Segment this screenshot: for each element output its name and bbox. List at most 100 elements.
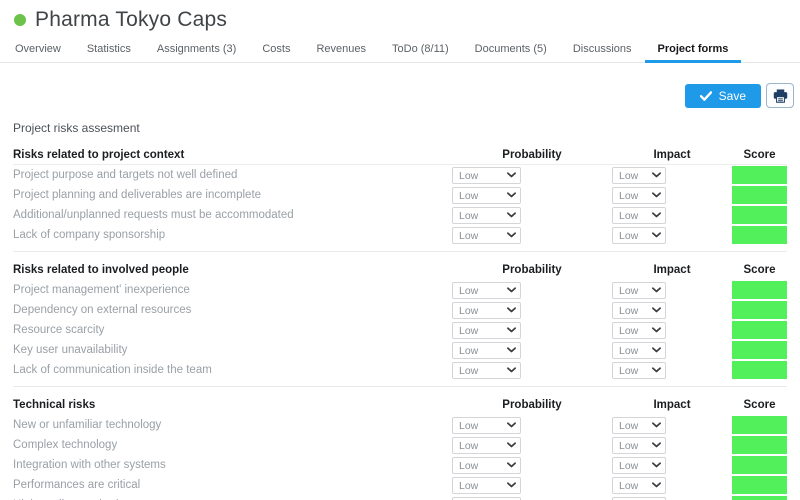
- risk-row: Project planning and deliverables are in…: [13, 185, 787, 205]
- score-bar: [732, 341, 787, 359]
- probability-select[interactable]: Low: [452, 437, 521, 455]
- risk-label: Project purpose and targets not well def…: [13, 169, 238, 181]
- score-bar: [732, 226, 787, 244]
- risk-row: Lack of company sponsorship Low Low: [13, 225, 787, 245]
- impact-select[interactable]: Low: [612, 362, 666, 380]
- column-header-impact: Impact: [653, 264, 691, 276]
- risk-sections: Risks related to project context Probabi…: [13, 145, 787, 500]
- column-header-score: Score: [743, 399, 776, 411]
- impact-select[interactable]: Low: [612, 417, 666, 435]
- column-header-score: Score: [743, 264, 776, 276]
- risk-row: Key user unavailability Low Low: [13, 340, 787, 360]
- column-header-score: Score: [743, 148, 776, 161]
- score-bar: [732, 416, 787, 434]
- risk-row: Additional/unplanned requests must be ac…: [13, 205, 787, 225]
- score-bar: [732, 436, 787, 454]
- save-button[interactable]: Save: [684, 83, 761, 108]
- toolbar: Save: [0, 63, 800, 108]
- score-bar: [732, 321, 787, 339]
- tab-project-forms[interactable]: Project forms: [644, 37, 742, 63]
- impact-select[interactable]: Low: [612, 322, 666, 340]
- probability-select[interactable]: Low: [452, 497, 521, 500]
- tab-statistics[interactable]: Statistics: [86, 43, 131, 55]
- risk-label: Project management' inexperience: [13, 284, 190, 296]
- tab-bar: Overview Statistics Assignments (3) Cost…: [0, 37, 800, 63]
- risk-row: New or unfamiliar technology Low Low: [13, 415, 787, 435]
- tab-revenues[interactable]: Revenues: [316, 43, 367, 55]
- impact-select[interactable]: Low: [612, 437, 666, 455]
- probability-select[interactable]: Low: [452, 207, 521, 225]
- risk-label: Performances are critical: [13, 479, 141, 491]
- save-button-label: Save: [718, 88, 746, 103]
- impact-select[interactable]: Low: [612, 282, 666, 300]
- risk-section: Risks related to project context Probabi…: [13, 145, 787, 245]
- score-bar: [732, 361, 787, 379]
- probability-select[interactable]: Low: [452, 187, 521, 205]
- risk-label: Resource scarcity: [13, 324, 105, 336]
- section-header-row: Risks related to involved people Probabi…: [13, 260, 787, 280]
- column-header-impact: Impact: [653, 148, 691, 161]
- section-title: Risks related to project context: [13, 148, 185, 161]
- section-title: Technical risks: [13, 399, 96, 411]
- impact-select[interactable]: Low: [612, 457, 666, 475]
- risk-label: Dependency on external resources: [13, 304, 192, 316]
- tab-documents-5[interactable]: Documents (5): [474, 43, 547, 55]
- impact-select[interactable]: Low: [612, 207, 666, 225]
- print-button[interactable]: [766, 83, 794, 108]
- tab-todo-8-11[interactable]: ToDo (8/11): [392, 43, 449, 55]
- probability-select[interactable]: Low: [452, 322, 521, 340]
- probability-select[interactable]: Low: [452, 227, 521, 245]
- form-title: Project risks assesment: [13, 121, 140, 135]
- risk-label: New or unfamiliar technology: [13, 419, 162, 431]
- risk-label: Project planning and deliverables are in…: [13, 189, 262, 201]
- probability-select[interactable]: Low: [452, 362, 521, 380]
- impact-select[interactable]: Low: [612, 167, 666, 185]
- project-status-dot: [14, 14, 26, 26]
- probability-select[interactable]: Low: [452, 302, 521, 320]
- probability-select[interactable]: Low: [452, 477, 521, 495]
- section-header-row: Technical risks Probability Impact Score: [13, 395, 787, 415]
- score-bar: [732, 166, 787, 184]
- probability-select[interactable]: Low: [452, 342, 521, 360]
- risk-row: Project management' inexperience Low Low: [13, 280, 787, 300]
- impact-select[interactable]: Low: [612, 342, 666, 360]
- score-bar: [732, 206, 787, 224]
- impact-select[interactable]: Low: [612, 477, 666, 495]
- impact-select[interactable]: Low: [612, 227, 666, 245]
- tab-costs[interactable]: Costs: [262, 43, 291, 55]
- probability-select[interactable]: Low: [452, 167, 521, 185]
- risk-row: Integration with other systems Low Low: [13, 455, 787, 475]
- section-title: Risks related to involved people: [13, 264, 189, 276]
- column-header-probability: Probability: [502, 399, 562, 411]
- risk-label: Additional/unplanned requests must be ac…: [13, 209, 294, 221]
- risk-label: Lack of company sponsorship: [13, 229, 166, 241]
- impact-select[interactable]: Low: [612, 302, 666, 320]
- score-bar: [732, 456, 787, 474]
- score-bar: [732, 476, 787, 494]
- tab-assignments-3[interactable]: Assignments (3): [156, 43, 237, 55]
- page-title: Pharma Tokyo Caps: [35, 8, 228, 31]
- risk-row: Performances are critical Low Low: [13, 475, 787, 495]
- tab-overview[interactable]: Overview: [15, 43, 61, 55]
- impact-select[interactable]: Low: [612, 187, 666, 205]
- risk-row: Resource scarcity Low Low: [13, 320, 787, 340]
- impact-select[interactable]: Low: [612, 497, 666, 500]
- risk-label: Complex technology: [13, 439, 118, 451]
- probability-select[interactable]: Low: [452, 417, 521, 435]
- risk-label: Lack of communication inside the team: [13, 364, 212, 376]
- score-bar: [732, 186, 787, 204]
- tab-discussions[interactable]: Discussions: [572, 43, 632, 55]
- risk-row: Dependency on external resources Low Low: [13, 300, 787, 320]
- probability-select[interactable]: Low: [452, 282, 521, 300]
- risk-row: Project purpose and targets not well def…: [13, 165, 787, 185]
- score-bar: [732, 496, 787, 500]
- risk-label: Key user unavailability: [13, 344, 128, 356]
- score-bar: [732, 281, 787, 299]
- check-icon: [699, 90, 712, 101]
- app-header: Pharma Tokyo Caps: [0, 0, 800, 32]
- risk-section: Risks related to involved people Probabi…: [13, 251, 787, 380]
- score-bar: [732, 301, 787, 319]
- risk-row: Complex technology Low Low: [13, 435, 787, 455]
- probability-select[interactable]: Low: [452, 457, 521, 475]
- risk-row: Lack of communication inside the team Lo…: [13, 360, 787, 380]
